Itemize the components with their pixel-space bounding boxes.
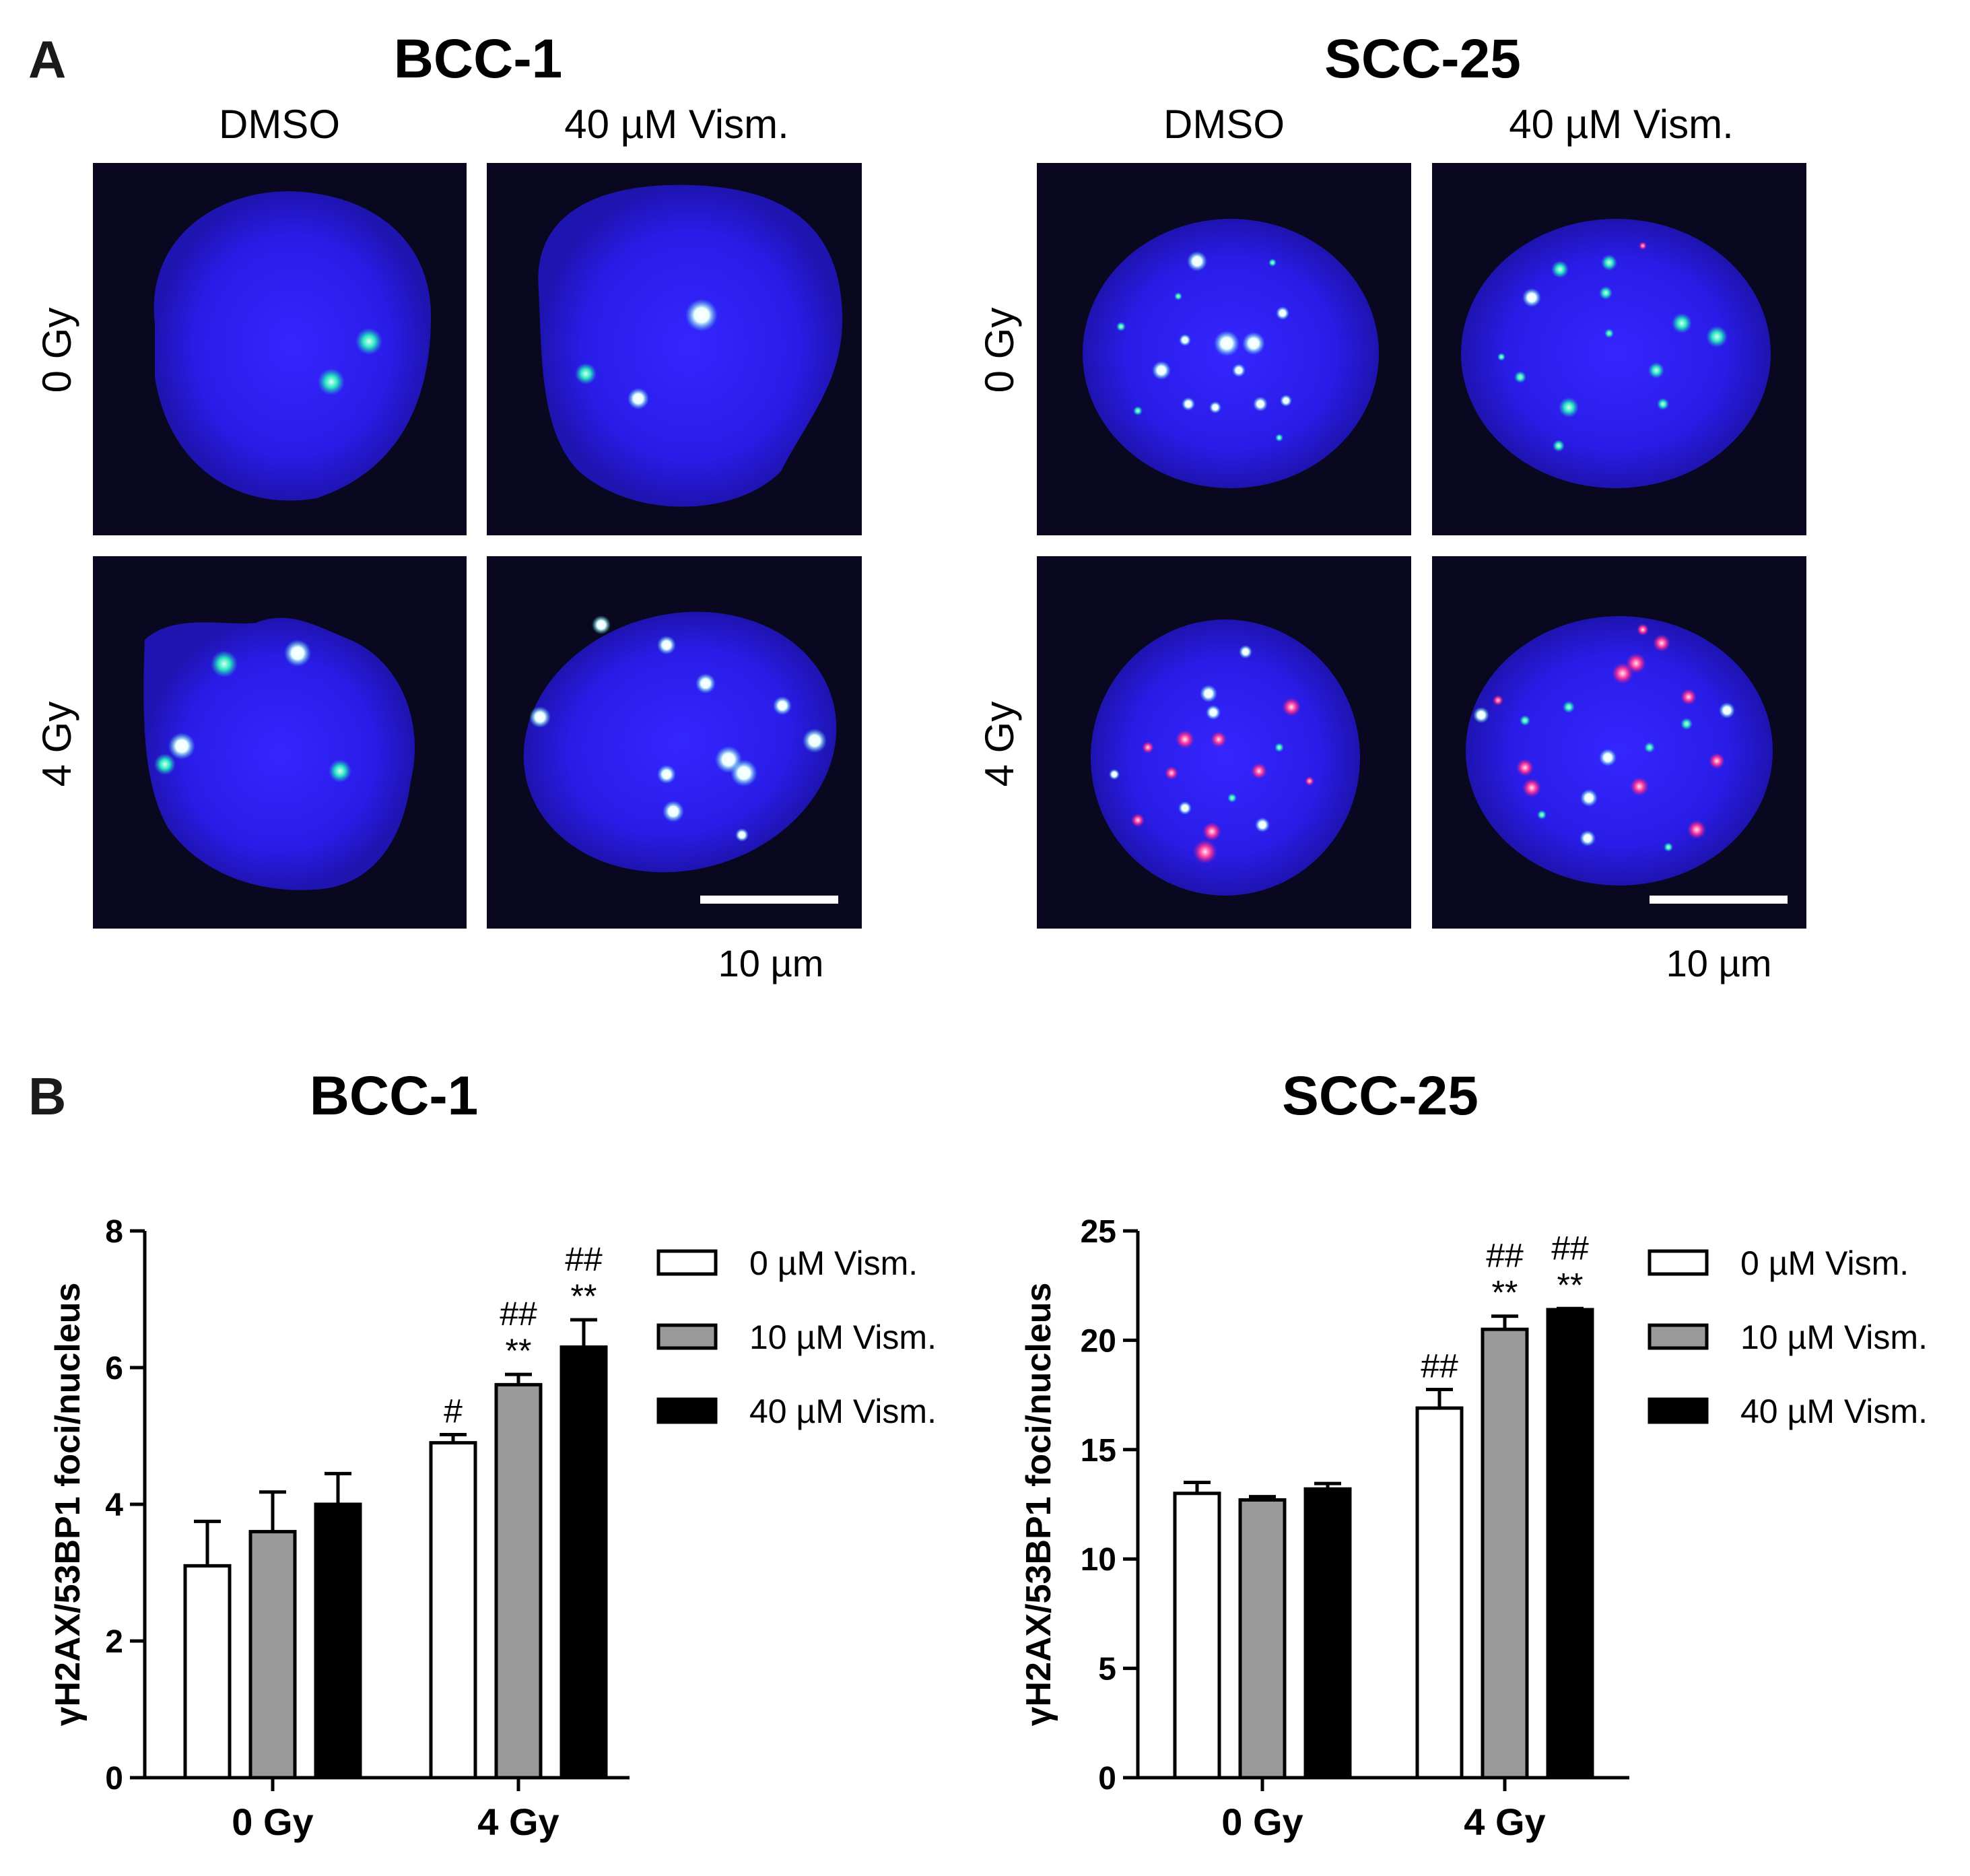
- scc25-images-title: SCC-25: [1324, 28, 1521, 90]
- chart0-title: BCC-1: [310, 1065, 479, 1127]
- scc25-col-label-vism: 40 µM Vism.: [1509, 102, 1734, 147]
- chart1-annotation-s2-c1-0: ##: [1551, 1229, 1589, 1267]
- scale-bar-scc25: [1650, 896, 1788, 904]
- bcc1-row-label-4gy: 4 Gy: [34, 702, 79, 787]
- panel-letter-a: A: [28, 30, 66, 89]
- chart1-title: SCC-25: [1282, 1065, 1479, 1127]
- chart1-ytick-label-5: 25: [1081, 1214, 1116, 1250]
- chart0-xtick-label-1: 4 Gy: [477, 1801, 559, 1843]
- chart0-bar-s1-c1: [494, 1382, 543, 1780]
- chart0-annotation-s2-c1-1: **: [571, 1277, 597, 1315]
- chart1-bar-s2-c1: [1546, 1308, 1594, 1780]
- chart1-ytick-label-2: 10: [1081, 1542, 1116, 1578]
- chart0-annotation-s1-c1-1: **: [506, 1332, 532, 1370]
- micrograph-scc25-vism-4gy: [1432, 556, 1806, 929]
- scc25-row-label-0gy: 0 Gy: [977, 308, 1022, 393]
- chart1-ytick-label-1: 5: [1098, 1652, 1116, 1687]
- scc25-col-label-dmso: DMSO: [1163, 102, 1285, 147]
- chart0-legend-swatch-0: [656, 1249, 718, 1276]
- chart0-bar-s0-c1: [429, 1441, 477, 1780]
- chart1-annotation-s1-c1-1: **: [1492, 1274, 1518, 1312]
- chart1-ytick-label-4: 20: [1081, 1323, 1116, 1359]
- chart0-xtick-label-0: 0 Gy: [232, 1801, 313, 1843]
- chart0-ytick-label-0: 0: [105, 1761, 123, 1797]
- chart0-ytick-label-1: 2: [105, 1624, 123, 1660]
- chart1-ylabel: γH2AX/53BP1 foci/nucleus: [1019, 1283, 1058, 1727]
- micrograph-bcc1-dmso-4gy: [93, 556, 467, 929]
- bar-chart-bcc1: BCC-1 γH2AX/53BP1 foci/nucleus 0 2 4 6 8 0 Gy 4 …: [48, 1065, 937, 1843]
- chart0-legend-label-2: 40 µM Vism.: [749, 1393, 937, 1430]
- chart1-xtick-label-0: 0 Gy: [1221, 1801, 1303, 1843]
- micrograph-bcc1-vism-0gy: [487, 163, 862, 535]
- chart1-bar-s2-c0: [1303, 1487, 1352, 1780]
- chart1-annotation-s2-c1-1: **: [1557, 1266, 1584, 1304]
- chart0-annotation-s0-c1-0: #: [444, 1392, 463, 1430]
- scale-bar-label-scc25: 10 µm: [1666, 942, 1772, 984]
- micrograph-scc25-vism-0gy: [1432, 163, 1806, 535]
- bcc1-images-title: BCC-1: [394, 28, 563, 90]
- chart1-bar-s0-c0: [1173, 1492, 1221, 1780]
- chart0-bar-s1-c0: [248, 1530, 297, 1780]
- chart0-ytick-label-4: 8: [105, 1214, 123, 1250]
- chart1-annotation-s1-c1-0: ##: [1486, 1237, 1524, 1275]
- micrograph-scc25-dmso-0gy: [1037, 163, 1411, 535]
- chart1-legend-swatch-0: [1648, 1249, 1709, 1276]
- panel-letter-b: B: [28, 1067, 66, 1126]
- chart0-bar-s2-c0: [314, 1502, 362, 1780]
- chart1-legend-label-1: 10 µM Vism.: [1740, 1318, 1928, 1356]
- chart1-ytick-label-3: 15: [1081, 1433, 1116, 1469]
- chart1-xtick-label-1: 4 Gy: [1464, 1801, 1545, 1843]
- bcc1-col-label-vism: 40 µM Vism.: [564, 102, 789, 147]
- chart1-bar-s0-c1: [1415, 1406, 1464, 1780]
- chart1-bar-s1-c0: [1238, 1498, 1287, 1780]
- bcc1-col-label-dmso: DMSO: [219, 102, 340, 147]
- scc25-row-label-4gy: 4 Gy: [977, 702, 1022, 787]
- chart0-legend-swatch-1: [656, 1323, 718, 1350]
- chart1-legend-label-2: 40 µM Vism.: [1740, 1393, 1928, 1430]
- chart0-annotation-s1-c1-0: ##: [500, 1295, 537, 1333]
- chart0-legend-label-1: 10 µM Vism.: [749, 1318, 937, 1356]
- micrograph-bcc1-dmso-0gy: [93, 163, 467, 535]
- chart0-legend-label-0: 0 µM Vism.: [749, 1244, 918, 1282]
- chart1-legend-swatch-2: [1648, 1397, 1709, 1424]
- chart1-annotation-s0-c1-0: ##: [1421, 1347, 1458, 1384]
- chart1-bar-s1-c1: [1481, 1327, 1529, 1780]
- scale-bar-label-bcc1: 10 µm: [718, 942, 824, 984]
- chart0-annotation-s2-c1-0: ##: [565, 1240, 603, 1278]
- chart1-legend-label-0: 0 µM Vism.: [1740, 1244, 1909, 1282]
- chart0-legend-swatch-2: [656, 1397, 718, 1424]
- chart0-ytick-label-2: 4: [105, 1487, 123, 1523]
- chart0-bar-s0-c0: [183, 1564, 232, 1780]
- chart1-legend-swatch-1: [1648, 1323, 1709, 1350]
- chart0-ytick-label-3: 6: [105, 1351, 123, 1386]
- chart0-ylabel: γH2AX/53BP1 foci/nucleus: [48, 1283, 88, 1727]
- scale-bar-bcc1: [700, 896, 838, 904]
- bar-chart-scc25: SCC-25 γH2AX/53BP1 foci/nucleus 0 5 10 15 20 25…: [1019, 1065, 1928, 1843]
- micrograph-scc25-dmso-4gy: [1037, 556, 1411, 929]
- chart0-bar-s2-c1: [559, 1345, 608, 1780]
- micrograph-bcc1-vism-4gy: [487, 556, 862, 929]
- bcc1-row-label-0gy: 0 Gy: [34, 308, 79, 393]
- panel-b: B BCC-1 γH2AX/53BP1 foci/nucleus 0 2 4 6 8 0 Gy…: [28, 1065, 1928, 1843]
- panel-a: A BCC-1 DMSO 40 µM Vism. 0 Gy 4 Gy: [28, 28, 1806, 984]
- chart1-ytick-label-0: 0: [1098, 1761, 1116, 1797]
